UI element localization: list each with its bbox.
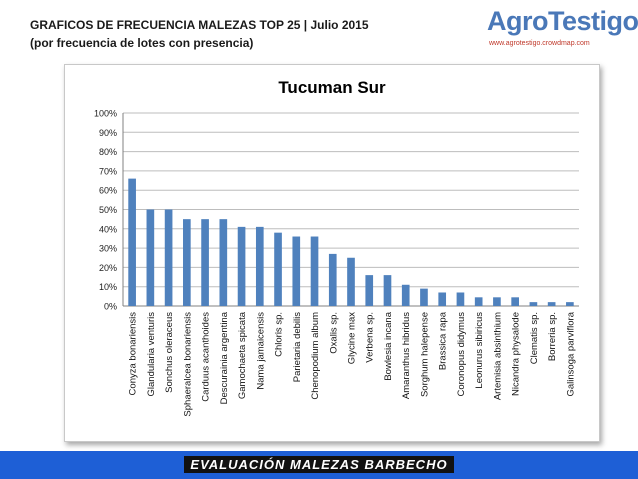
bar: [237, 226, 246, 306]
agrotestigo-logo: AgroTestigo www.agrotestigo.crowdmap.com: [483, 4, 638, 52]
y-tick-label: 0%: [104, 302, 117, 312]
y-tick-label: 80%: [99, 147, 117, 157]
bar: [511, 297, 519, 306]
bar: [183, 219, 191, 306]
bar: [292, 236, 301, 306]
x-tick-label: Oxalis sp.: [328, 312, 339, 354]
x-tick-label: Gamochaeta spicata: [237, 311, 248, 399]
y-tick-label: 40%: [99, 224, 117, 234]
footer-bar: EVALUACIÓN MALEZAS BARBECHO: [0, 451, 638, 479]
x-tick-label: Parietaria debilis: [292, 312, 303, 382]
x-tick-label: Nicandra physalode: [511, 312, 522, 396]
y-tick-label: 50%: [99, 205, 117, 215]
chart-title: Tucuman Sur: [278, 78, 386, 97]
y-tick-label: 90%: [99, 128, 117, 138]
x-tick-label: Bowlesia incana: [383, 311, 394, 380]
logo-url: www.agrotestigo.crowdmap.com: [489, 40, 590, 47]
x-tick-label: Borreria sp.: [547, 312, 558, 361]
y-tick-label: 10%: [99, 282, 117, 292]
x-tick-label: Galinsoga parviflora: [565, 311, 576, 396]
x-tick-label: Artemisia absinthium: [492, 312, 503, 400]
bar: [128, 178, 136, 306]
bar: [474, 297, 483, 306]
x-tick-label: Leonurus sibiricus: [474, 312, 485, 389]
bar: [201, 219, 209, 306]
header-title: GRAFICOS DE FRECUENCIA MALEZAS TOP 25 | …: [30, 18, 369, 32]
bar: [420, 288, 428, 306]
bar: [438, 292, 447, 306]
x-tick-label: Coronopus didymus: [456, 312, 467, 397]
x-tick-label: Nama jamaicensis: [255, 312, 266, 390]
y-tick-label: 20%: [99, 263, 117, 273]
bar: [219, 219, 228, 306]
logo-name: AgroTestigo: [487, 6, 638, 36]
bar: [310, 236, 319, 306]
x-tick-label: Descurainia argentina: [219, 311, 230, 404]
x-tick-label: Carduus acanthoides: [201, 312, 212, 402]
x-tick-label: Clematis sp.: [529, 312, 540, 364]
header-subtitle: (por frecuencia de lotes con presencia): [30, 36, 254, 50]
bar: [164, 209, 173, 306]
y-tick-label: 70%: [99, 166, 117, 176]
bar: [146, 209, 155, 306]
bar: [328, 253, 337, 306]
bar-chart: Tucuman Sur 0% 10% 20% 30% 40% 50% 60% 70% 80% 90%…: [94, 78, 579, 417]
x-tick-label: Sphaeralcea bonariensis: [182, 312, 193, 417]
x-tick-label: Amaranthus hibridus: [401, 312, 412, 399]
y-tick-label: 30%: [99, 244, 117, 254]
bar: [274, 232, 282, 306]
bar: [383, 275, 392, 306]
x-tick-label: Verbena sp.: [365, 312, 376, 363]
bar: [347, 257, 355, 306]
x-tick-label: Chloris sp.: [274, 312, 285, 357]
x-tick-label: Sorghum halepense: [419, 312, 430, 397]
bar: [547, 302, 556, 306]
y-tick-label: 100%: [94, 109, 117, 119]
bar: [529, 302, 538, 306]
y-tick-label: 60%: [99, 186, 117, 196]
x-tick-label: Sonchus oleraceus: [164, 312, 175, 393]
chart-panel: Tucuman Sur 0% 10% 20% 30% 40% 50% 60% 70% 80% 90%…: [64, 64, 600, 442]
bar: [456, 292, 465, 306]
x-tick-label: Glandularia venturis: [146, 312, 157, 397]
bar: [255, 226, 264, 306]
x-tick-label: Brassica rapa: [438, 311, 449, 370]
bar: [566, 302, 574, 306]
x-tick-label: Glycine max: [347, 312, 358, 365]
footer-label: EVALUACIÓN MALEZAS BARBECHO: [184, 456, 454, 473]
bar: [365, 275, 374, 306]
x-tick-label: Conyza bonariensis: [128, 312, 139, 396]
bar: [401, 284, 410, 306]
x-tick-label: Chenopodium album: [310, 312, 321, 400]
bar: [493, 297, 501, 306]
